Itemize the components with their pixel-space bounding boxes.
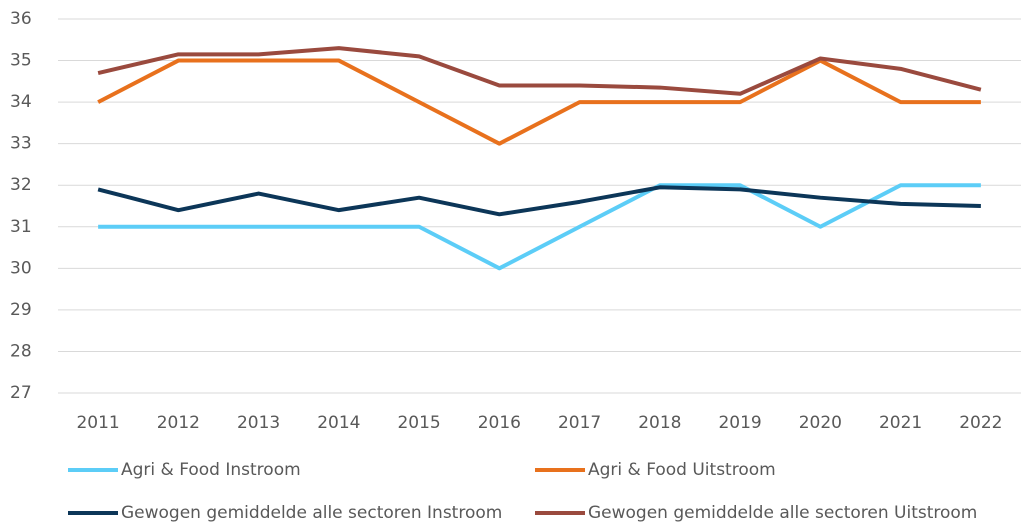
y-tick-label: 29 (10, 300, 32, 320)
series-line (97, 46, 982, 96)
series-line (97, 185, 981, 217)
y-tick-label: 30 (10, 258, 32, 278)
x-tick-label: 2014 (317, 413, 360, 433)
x-tick-label: 2020 (799, 413, 842, 433)
x-tick-label: 2015 (397, 413, 440, 433)
legend-label: Gewogen gemiddelde alle sectoren Uitstro… (588, 503, 977, 523)
x-tick-label: 2022 (959, 413, 1002, 433)
y-tick-label: 33 (10, 134, 32, 154)
y-tick-label: 31 (10, 217, 32, 237)
y-tick-label: 28 (10, 341, 32, 361)
x-tick-label: 2018 (638, 413, 681, 433)
legend-label: Gewogen gemiddelde alle sectoren Instroo… (121, 503, 502, 523)
y-tick-label: 27 (10, 383, 32, 403)
x-tick-label: 2017 (558, 413, 601, 433)
series-line (98, 183, 981, 271)
x-tick-label: 2019 (718, 413, 761, 433)
legend-label: Agri & Food Uitstroom (588, 460, 776, 480)
legend-label: Agri & Food Instroom (121, 460, 301, 480)
x-tick-label: 2013 (237, 413, 280, 433)
y-tick-label: 32 (10, 175, 32, 195)
x-tick-label: 2021 (879, 413, 922, 433)
series-line (97, 58, 981, 146)
y-tick-label: 35 (10, 51, 32, 71)
x-tick-label: 2012 (157, 413, 200, 433)
y-tick-label: 34 (10, 92, 32, 112)
y-tick-label: 36 (10, 9, 32, 29)
x-tick-label: 2011 (76, 413, 119, 433)
x-tick-label: 2016 (478, 413, 521, 433)
